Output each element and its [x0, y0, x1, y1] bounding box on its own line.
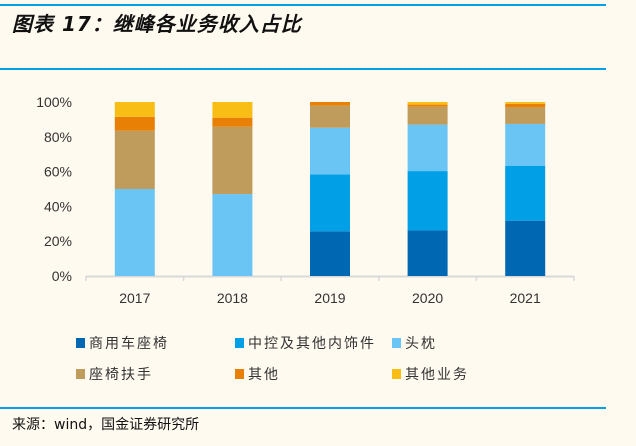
legend-item: 中控及其他内饰件	[235, 333, 376, 353]
legend-swatch	[235, 338, 244, 348]
x-tick-label: 2020	[412, 290, 443, 306]
legend-swatch	[76, 369, 85, 379]
source-note: 来源：wind，国金证券研究所	[12, 417, 200, 433]
stacked-bar-chart: 0% 20% 40% 60% 80% 100% 2017 2018 2019 2020 2021	[36, 94, 575, 306]
legend-label: 其他	[248, 367, 280, 383]
y-tick-label: 20%	[44, 233, 72, 249]
legend-label: 其他业务	[405, 367, 469, 383]
legend-swatch	[392, 369, 401, 379]
legend-swatch	[235, 369, 244, 379]
top-rule	[0, 4, 606, 6]
x-tick-label: 2021	[510, 290, 541, 306]
y-tick-label: 60%	[44, 164, 72, 180]
bar-segment-2020-2	[407, 124, 448, 172]
bar-segment-2021-2	[505, 123, 546, 166]
bar-segment-2018-5	[212, 102, 253, 118]
legend-item: 其他	[235, 364, 280, 384]
bar-segment-2019-4	[310, 102, 350, 106]
legend-item: 商用车座椅	[76, 333, 169, 353]
x-tick-label: 2019	[314, 290, 345, 306]
legend-swatch	[392, 338, 401, 348]
bar-segment-2018-3	[212, 126, 253, 195]
y-tick-label: 80%	[44, 129, 72, 145]
bar-segment-2017-4	[114, 116, 155, 131]
bar-segment-2021-1	[505, 165, 546, 221]
bar-segment-2017-2	[114, 189, 155, 276]
x-tick-label: 2018	[217, 290, 248, 306]
legend-label: 商用车座椅	[89, 336, 169, 352]
bar-segment-2019-1	[310, 174, 350, 232]
bar-segment-2019-3	[310, 105, 350, 128]
title-rule	[0, 68, 606, 70]
legend-swatch	[76, 338, 85, 348]
bar-segment-2020-0	[407, 230, 448, 276]
legend-label: 座椅扶手	[89, 367, 153, 383]
bar-segment-2020-4	[407, 104, 448, 107]
bar-segment-2018-2	[212, 194, 253, 276]
legend-item: 头枕	[392, 333, 437, 353]
bar-segment-2021-5	[505, 102, 546, 104]
bar-segment-2021-0	[505, 220, 546, 276]
legend-label: 中控及其他内饰件	[248, 336, 376, 352]
bottom-rule	[0, 407, 606, 409]
legend-item: 其他业务	[392, 364, 469, 384]
y-tick-label: 0%	[52, 268, 72, 284]
bar-segment-2018-4	[212, 117, 253, 127]
bar-segment-2020-3	[407, 106, 448, 125]
bar-segment-2021-4	[505, 103, 546, 108]
legend-label: 头枕	[405, 336, 437, 352]
y-tick-label: 100%	[36, 94, 72, 110]
y-tick-label: 40%	[44, 198, 72, 214]
bar-segment-2017-3	[114, 130, 155, 189]
x-tick-label: 2017	[119, 290, 150, 306]
bar-segment-2019-0	[310, 231, 350, 276]
bar-segment-2020-1	[407, 171, 448, 231]
figure-title: 图表 17：继峰各业务收入占比	[12, 12, 302, 36]
bar-segment-2020-5	[407, 102, 448, 105]
bar-segment-2021-3	[505, 107, 546, 124]
bar-segment-2017-5	[114, 102, 155, 117]
legend-item: 座椅扶手	[76, 364, 153, 384]
bar-segment-2019-2	[310, 127, 350, 175]
